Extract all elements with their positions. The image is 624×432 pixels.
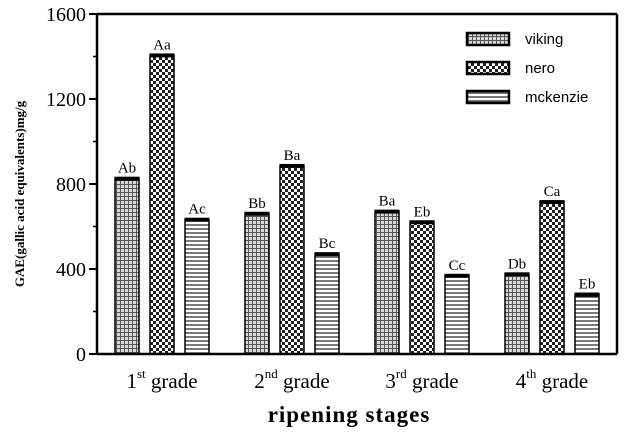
bar-nero-1 <box>149 54 175 355</box>
bar-value-label: Ba <box>379 194 396 210</box>
bar-cap-mckenzie-3 <box>444 273 470 278</box>
bar-mckenzie-3 <box>444 275 470 355</box>
y-tick-label: 800 <box>56 174 86 196</box>
bar-value-label: Eb <box>579 277 596 293</box>
bar-cap-mckenzie-4 <box>574 292 600 297</box>
legend-swatch-viking <box>465 31 511 47</box>
y-axis-title: GAE(gallic acid equivalents)mg/g <box>12 100 27 287</box>
legend: viking nero mckenzie <box>465 31 588 106</box>
x-tick-label: 2nd grade <box>254 366 329 393</box>
bar-viking-4 <box>504 273 530 355</box>
bar-mckenzie-2 <box>314 253 340 355</box>
bar-cap-viking-1 <box>114 176 140 181</box>
y-tick-label: 1200 <box>46 89 86 111</box>
bar-cap-nero-1 <box>149 53 175 58</box>
bar-cap-nero-2 <box>279 163 305 168</box>
bar-cap-viking-4 <box>504 272 530 277</box>
bar-mckenzie-1 <box>184 218 210 355</box>
bar-viking-1 <box>114 177 140 355</box>
bar-cap-mckenzie-1 <box>184 217 210 222</box>
bar-cap-mckenzie-2 <box>314 252 340 257</box>
bar-cap-viking-2 <box>244 211 270 216</box>
legend-swatch-nero <box>465 60 511 76</box>
y-tick-label: 1600 <box>46 4 86 26</box>
y-tick-label: 400 <box>56 259 86 281</box>
bar-value-label: Ab <box>118 161 136 177</box>
legend-label-mckenzie: mckenzie <box>525 89 588 106</box>
x-tick-label: 4th grade <box>516 366 589 393</box>
bar-cap-viking-3 <box>374 209 400 214</box>
bar-cap-nero-3 <box>409 220 435 225</box>
x-tick-label: 3rd grade <box>385 366 458 393</box>
bar-cap-nero-4 <box>539 200 565 205</box>
bar-value-label: Aa <box>153 37 171 53</box>
bar-value-label: Db <box>508 256 526 272</box>
bar-mckenzie-4 <box>574 293 600 355</box>
bar-value-label: Eb <box>414 204 431 220</box>
bar-viking-3 <box>374 210 400 355</box>
bar-value-label: Ca <box>544 184 561 200</box>
legend-label-viking: viking <box>525 31 563 48</box>
bar-value-label: Bc <box>319 236 336 252</box>
y-tick-label: 0 <box>76 344 86 366</box>
bar-viking-2 <box>244 213 270 355</box>
legend-label-nero: nero <box>525 60 555 77</box>
bar-value-label: Bb <box>248 196 266 212</box>
bar-value-label: Ba <box>284 148 301 164</box>
legend-swatch-mckenzie <box>465 89 511 105</box>
bar-value-label: Cc <box>449 258 466 274</box>
bar-value-label: Ac <box>188 202 206 218</box>
bar-nero-3 <box>409 221 435 355</box>
x-axis-title: ripening stages <box>268 402 431 427</box>
bar-nero-4 <box>539 201 565 355</box>
x-tick-label: 1st grade <box>126 366 197 393</box>
bar-nero-2 <box>279 165 305 355</box>
